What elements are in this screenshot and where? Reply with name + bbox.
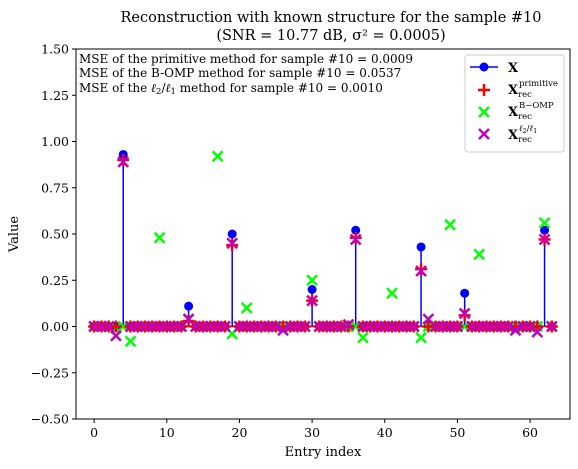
point-l2l1 <box>219 320 231 333</box>
point-primitive <box>117 154 130 166</box>
point-bomp <box>386 287 398 300</box>
point-x <box>227 229 237 239</box>
legend-label-primitive: Xrecprimitive <box>508 79 558 100</box>
annotation-mse-primitive: MSE of the primitive method for sample #… <box>79 52 413 66</box>
point-bomp <box>473 248 486 261</box>
point-x <box>540 225 550 235</box>
point-bomp <box>240 302 253 314</box>
legend-label-l2l1: Xrecℓ2/ℓ1 <box>508 124 537 145</box>
y-tick-label: 0.75 <box>41 180 69 195</box>
point-bomp <box>124 335 137 348</box>
point-x <box>307 285 317 294</box>
chart-title-line1: Reconstruction with known structure for … <box>120 10 541 26</box>
y-tick-label: 0.50 <box>41 227 69 242</box>
point-l2l1 <box>306 294 318 307</box>
y-tick-label: 0.25 <box>41 273 69 288</box>
legend: X Xrecprimitive XrecB−OMP Xrecℓ2/ℓ1 <box>464 54 565 153</box>
point-primitive <box>342 320 355 333</box>
point-primitive <box>415 263 428 276</box>
x-axis-label: Entry index <box>285 445 362 460</box>
point-x <box>416 242 426 252</box>
legend-label-x: X <box>508 61 519 76</box>
point-l2l1 <box>226 237 239 250</box>
point-x <box>460 288 470 298</box>
point-bomp <box>357 331 369 344</box>
legend-entry-bomp: XrecB−OMP <box>478 101 554 122</box>
x-tick-label: 50 <box>449 425 465 440</box>
y-tick-label: 0.00 <box>41 319 69 334</box>
x-tick-label: 30 <box>304 425 320 440</box>
point-bomp <box>153 231 166 244</box>
legend-entry-x: X <box>470 61 519 76</box>
y-tick-label: −0.50 <box>31 412 69 427</box>
legend-marker-primitive <box>478 84 490 96</box>
point-l2l1 <box>451 320 464 333</box>
legend-box <box>464 54 565 153</box>
point-l2l1 <box>407 320 420 333</box>
point-bomp <box>211 150 224 163</box>
point-l2l1 <box>298 320 311 333</box>
x-tick-label: 0 <box>90 425 98 440</box>
y-tick-label: 1.25 <box>41 88 69 103</box>
legend-marker-l2l1 <box>478 128 490 140</box>
point-primitive <box>349 231 362 244</box>
x-tick-label: 60 <box>522 425 538 440</box>
point-l2l1 <box>545 320 558 333</box>
x-tick-label: 20 <box>232 425 248 440</box>
point-l2l1 <box>110 329 122 342</box>
y-tick-label: 1.00 <box>41 134 69 149</box>
point-bomp <box>415 331 427 344</box>
y-axis-label: Value <box>7 216 22 253</box>
point-bomp <box>444 218 457 231</box>
point-l2l1 <box>415 265 427 277</box>
point-l2l1 <box>349 233 362 246</box>
annotation-mse-l2l1: MSE of the ℓ2/ℓ1 method for sample #10 =… <box>79 81 383 97</box>
legend-entry-primitive: Xrecprimitive <box>478 79 558 100</box>
legend-label-bomp: XrecB−OMP <box>508 101 554 122</box>
point-l2l1 <box>342 318 355 331</box>
annotation-block: MSE of the primitive method for sample #… <box>79 52 413 97</box>
legend-entry-l2l1: Xrecℓ2/ℓ1 <box>478 124 537 145</box>
point-l2l1 <box>531 326 544 338</box>
point-l2l1 <box>277 324 289 337</box>
point-bomp <box>538 217 551 229</box>
y-tick-label: 1.50 <box>41 42 69 57</box>
point-l2l1 <box>502 320 515 333</box>
point-l2l1 <box>509 324 522 337</box>
point-l2l1 <box>269 320 282 333</box>
chart-title-line2: (SNR = 10.77 dB, σ² = 0.0005) <box>216 28 445 44</box>
point-l2l1 <box>117 155 130 168</box>
x-tick-label: 40 <box>377 425 393 440</box>
point-primitive <box>109 320 122 333</box>
point-l2l1 <box>102 320 115 333</box>
x-tick-label: 10 <box>159 425 175 440</box>
point-x <box>351 225 361 235</box>
point-primitive <box>182 314 195 327</box>
point-primitive <box>226 239 239 252</box>
point-primitive <box>458 309 471 322</box>
y-tick-label: −0.25 <box>31 365 69 380</box>
annotation-mse-bomp: MSE of the B-OMP method for sample #10 =… <box>79 66 401 80</box>
point-l2l1 <box>538 233 551 246</box>
point-bomp <box>306 274 318 287</box>
point-l2l1 <box>458 307 471 320</box>
legend-marker-bomp <box>478 106 490 118</box>
legend-marker-x <box>479 62 489 72</box>
point-x <box>184 301 194 311</box>
